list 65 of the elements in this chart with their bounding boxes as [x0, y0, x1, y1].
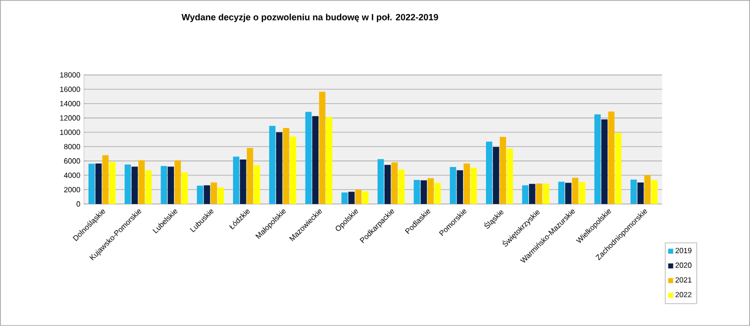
bar — [572, 178, 578, 204]
bar — [644, 175, 651, 204]
bar — [529, 184, 536, 204]
bar — [434, 182, 441, 204]
bar — [492, 147, 500, 204]
bar — [168, 166, 174, 204]
bar — [464, 164, 470, 204]
bar — [305, 112, 312, 204]
bar — [558, 182, 565, 204]
bar — [348, 192, 355, 204]
bar — [420, 180, 427, 204]
bar — [594, 114, 601, 204]
bar — [486, 142, 492, 204]
bar — [319, 92, 326, 204]
bar — [181, 172, 188, 204]
bar — [246, 148, 254, 204]
bar — [88, 164, 95, 204]
bar — [204, 185, 210, 204]
bar — [651, 180, 658, 204]
bar — [326, 116, 332, 204]
bar — [428, 178, 434, 204]
bar — [384, 164, 391, 204]
bar — [601, 119, 608, 204]
bar — [608, 112, 614, 204]
bar — [196, 186, 204, 204]
bar — [450, 167, 456, 204]
bar — [630, 180, 637, 204]
bar — [565, 182, 572, 204]
bar — [282, 128, 290, 204]
bar — [240, 160, 246, 204]
bar — [536, 184, 542, 204]
bar — [138, 160, 145, 204]
bar — [95, 164, 102, 204]
bar — [290, 136, 296, 204]
bar — [456, 170, 464, 204]
bar — [124, 164, 131, 204]
bar — [470, 168, 477, 204]
bar — [378, 159, 384, 204]
bar — [132, 166, 138, 204]
bar — [312, 116, 319, 204]
bar — [174, 160, 181, 204]
bar — [102, 155, 109, 204]
bar — [145, 170, 152, 204]
bar — [276, 132, 282, 204]
bar — [615, 133, 622, 204]
bar — [341, 192, 348, 204]
bar — [254, 165, 260, 204]
bar — [522, 185, 528, 204]
bar — [210, 182, 217, 204]
bar — [233, 156, 240, 204]
bar — [355, 190, 362, 204]
bar — [414, 180, 420, 204]
bar — [218, 188, 224, 204]
bar — [160, 166, 168, 204]
bar — [269, 126, 276, 204]
bar — [391, 162, 398, 204]
bar — [637, 182, 644, 204]
bar — [398, 170, 405, 204]
bar — [362, 191, 368, 204]
bar — [500, 136, 506, 204]
bar — [109, 162, 116, 204]
bar — [578, 182, 586, 204]
bar — [506, 148, 513, 204]
bar — [542, 184, 550, 204]
chart-title: Wydane decyzje o pozwoleniu na budowę w I poł. 2022-2019 — [182, 14, 438, 22]
